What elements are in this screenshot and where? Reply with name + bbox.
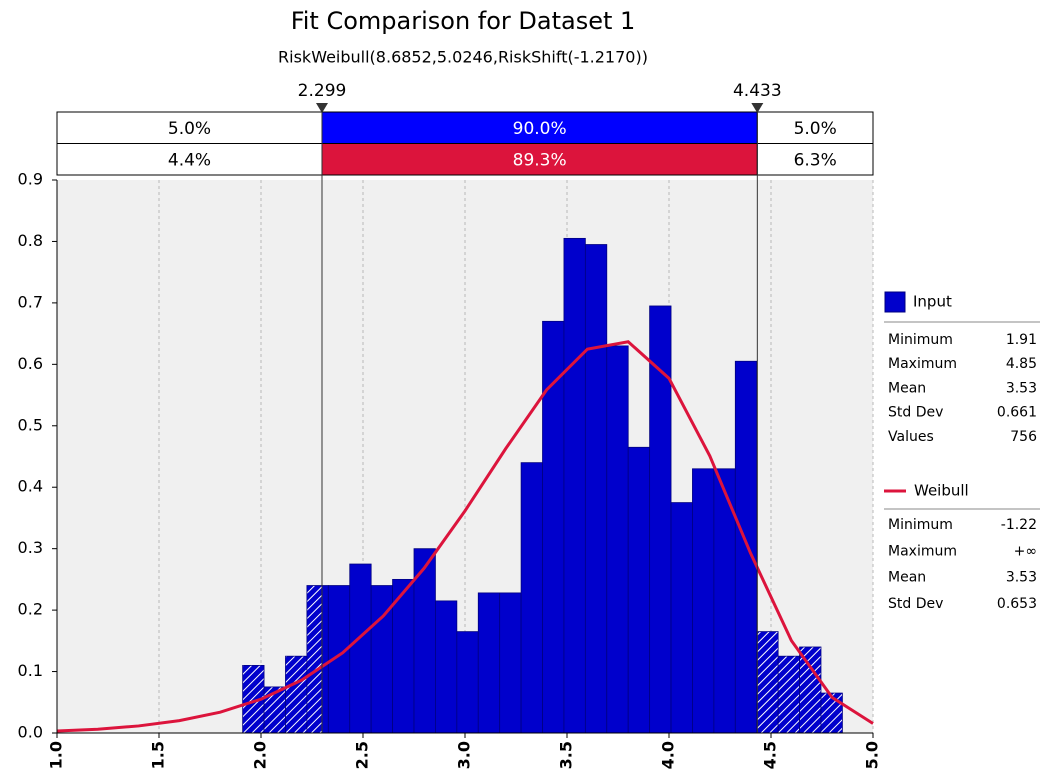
bar [649, 305, 672, 733]
bar [563, 238, 586, 733]
stat-name: Std Dev [888, 405, 943, 421]
bar [713, 468, 736, 733]
delimiter-percent: 89.3% [513, 150, 567, 170]
bar [321, 585, 329, 733]
bar [435, 600, 457, 733]
stat-value: -1.22 [1001, 517, 1037, 533]
y-tick-label: 0.5 [18, 415, 43, 434]
stat-name: Mean [888, 380, 926, 396]
bar [735, 361, 757, 733]
y-tick-label: 0.0 [18, 723, 43, 742]
x-tick-label: 3.0 [455, 741, 474, 769]
y-tick-label: 0.8 [18, 231, 43, 250]
stat-value: 1.91 [1006, 332, 1037, 348]
chart-title: Fit Comparison for Dataset 1 [291, 7, 636, 35]
fit-curve [56, 340, 874, 733]
delimiter-handle [751, 103, 764, 113]
delimiter-box [756, 143, 874, 176]
delimiter-percent: 90.0% [513, 119, 567, 139]
bar [392, 579, 414, 733]
bar-hatched [778, 656, 800, 733]
stat-name: Std Dev [888, 596, 943, 612]
delimiter-label: 2.299 [298, 81, 347, 101]
bar-hatched [306, 585, 322, 733]
bar [585, 244, 607, 733]
delimiter-percent: 5.0% [168, 119, 211, 139]
delimiter-percent: 6.3% [794, 150, 837, 170]
x-tick-label: 5.0 [863, 741, 882, 769]
delimiter-box [321, 111, 758, 144]
stat-value: 756 [1010, 429, 1037, 445]
x-tick-label: 2.5 [353, 741, 372, 769]
stat-value: 4.85 [1006, 356, 1037, 372]
bar-hatched [264, 686, 286, 733]
stat-value: 0.661 [997, 405, 1037, 421]
y-tick-label: 0.9 [18, 170, 43, 189]
legend-swatch [884, 291, 906, 313]
legend-label: Weibull [914, 482, 969, 500]
delimiter-label: 4.433 [733, 81, 782, 101]
bar [456, 631, 479, 733]
delimiter-handle [315, 103, 328, 113]
y-tick-label: 0.7 [18, 292, 43, 311]
x-tick-label: 4.5 [761, 741, 780, 769]
x-tick-label: 1.5 [149, 741, 168, 769]
delimiter-percent: 4.4% [168, 150, 211, 170]
stat-name: Mean [888, 570, 926, 586]
y-tick-label: 0.1 [18, 661, 43, 680]
bar [606, 345, 629, 733]
bar [692, 468, 714, 733]
bar-hatched [799, 646, 821, 733]
stat-name: Minimum [888, 332, 953, 348]
bar [521, 462, 543, 733]
bar [414, 548, 436, 733]
y-tick-label: 0.3 [18, 538, 43, 557]
stat-name: Maximum [888, 543, 957, 559]
legend-label: Input [913, 293, 952, 311]
bar [499, 592, 522, 733]
x-tick-label: 2.0 [251, 741, 270, 769]
delimiter-box [321, 143, 758, 176]
bar-hatched [242, 665, 265, 733]
bar-hatched [757, 631, 779, 733]
y-tick-label: 0.6 [18, 354, 43, 373]
stat-name: Maximum [888, 356, 957, 372]
bar [328, 585, 350, 733]
bar [542, 321, 564, 733]
x-tick-label: 4.0 [659, 741, 678, 769]
stat-name: Minimum [888, 517, 953, 533]
stat-value: +∞ [1014, 543, 1037, 559]
stat-value: 0.653 [997, 596, 1037, 612]
delimiter-percent: 5.0% [794, 119, 837, 139]
x-tick-label: 3.5 [557, 741, 576, 769]
bar [628, 447, 650, 733]
chart-subtitle: RiskWeibull(8.6852,5.0246,RiskShift(-1.2… [278, 48, 648, 67]
delimiter-box [56, 111, 323, 144]
bar-hatched [285, 656, 307, 733]
bar-hatched [820, 693, 843, 733]
stat-value: 3.53 [1006, 570, 1037, 586]
y-tick-label: 0.4 [18, 477, 43, 496]
x-tick-label: 1.0 [47, 741, 66, 769]
y-tick-label: 0.2 [18, 600, 43, 619]
bar [478, 592, 500, 733]
stat-value: 3.53 [1006, 380, 1037, 396]
bar [671, 502, 693, 733]
stat-name: Values [888, 429, 934, 445]
bar [349, 564, 372, 733]
